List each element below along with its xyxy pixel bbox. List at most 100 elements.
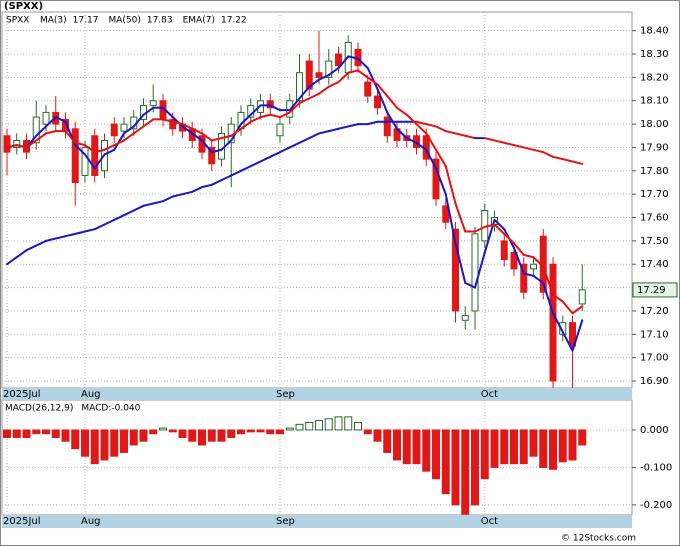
candle-body: [32, 116, 40, 144]
candle-body: [374, 95, 381, 109]
indicator-line: [191, 132, 203, 142]
indicator-line: [259, 155, 272, 163]
indicator-line: [552, 312, 564, 333]
indicator-line: [513, 242, 525, 256]
y-tick-label: 17.70: [640, 189, 669, 200]
indicator-line: [337, 55, 350, 70]
indicator-line: [454, 132, 467, 137]
macd-bar: [549, 429, 557, 470]
candle-body: [71, 128, 79, 183]
candle-body: [335, 53, 342, 67]
indicator-line: [240, 120, 252, 130]
indicator-line: [513, 144, 525, 149]
indicator-line: [425, 132, 437, 151]
candle-body: [471, 233, 479, 312]
x-tick-label: Aug: [81, 389, 101, 400]
indicator-line: [93, 153, 106, 170]
candle-body: [461, 315, 469, 321]
indicator-line: [386, 95, 398, 109]
candle-body: [91, 135, 99, 176]
indicator-line: [45, 237, 57, 242]
macd-bar: [402, 429, 411, 465]
x-axis-band: [2, 515, 632, 528]
indicator-line: [288, 102, 301, 114]
indicator-line: [210, 137, 223, 142]
macd-bar: [363, 429, 372, 435]
macd-bar: [490, 429, 499, 468]
x-tick-label: 2025Jul: [3, 389, 41, 400]
indicator-line: [483, 137, 496, 142]
macd-bar: [500, 429, 509, 465]
macd-bar: [217, 429, 226, 442]
indicator-line: [240, 165, 252, 172]
indicator-line: [493, 218, 506, 231]
indicator-line: [259, 113, 272, 119]
candle-body: [325, 60, 333, 78]
indicator-line: [532, 148, 545, 154]
indicator-line: [113, 139, 125, 147]
macd-bar: [558, 429, 567, 463]
indicator-line: [249, 160, 262, 168]
indicator-line: [230, 169, 242, 177]
macd-bar: [412, 429, 421, 465]
indicator-line: [415, 123, 428, 135]
indicator-line: [298, 97, 311, 105]
indicator-line: [288, 97, 301, 112]
chart-title: (SPXX): [4, 1, 43, 12]
macd-bar: [276, 429, 284, 435]
last-price-box: [632, 282, 678, 298]
candle-body: [569, 322, 576, 347]
legend-name: EMA(7): [183, 16, 215, 26]
indicator-line: [444, 130, 457, 135]
indicator-line: [220, 134, 233, 140]
candle-body: [549, 263, 557, 382]
candle-body: [276, 123, 284, 137]
macd-bar: [471, 429, 479, 506]
indicator-line: [522, 146, 535, 151]
indicator-line: [181, 125, 194, 135]
indicator-line: [308, 92, 320, 100]
indicator-line: [366, 67, 379, 91]
macd-bar: [578, 429, 587, 446]
indicator-line: [35, 132, 47, 142]
indicator-line: [522, 272, 535, 277]
macd-bar: [510, 429, 518, 465]
indicator-line: [269, 104, 281, 112]
price-panel: [1, 11, 633, 389]
indicator-line: [552, 155, 564, 161]
macd-bar: [198, 429, 206, 446]
macd-bar: [344, 416, 353, 431]
indicator-line: [318, 130, 330, 135]
y-tick-label: 18.40: [640, 26, 669, 37]
legend-name: MACD(26,12,9): [5, 404, 73, 414]
y-tick-label: -0.100: [640, 462, 672, 473]
indicator-line: [45, 130, 57, 135]
macd-bar: [246, 429, 255, 433]
indicator-line: [230, 127, 242, 137]
macd-bar: [32, 429, 41, 435]
macd-bar: [81, 429, 89, 457]
legend-value: MACD:-0.040: [81, 404, 140, 414]
candle-body: [500, 240, 508, 261]
indicator-line: [191, 186, 203, 193]
indicator-line: [25, 139, 38, 149]
watermark: © 12Stocks.com: [561, 534, 636, 544]
macd-bar: [373, 429, 382, 442]
macd-bar: [188, 429, 197, 442]
indicator-line: [532, 256, 545, 268]
indicator-line: [152, 200, 164, 205]
indicator-line: [84, 153, 96, 170]
candle-body: [452, 228, 459, 312]
indicator-line: [308, 132, 320, 140]
indicator-line: [142, 118, 155, 128]
indicator-line: [74, 144, 86, 156]
candle-body: [208, 146, 216, 165]
macd-bar: [334, 416, 343, 431]
indicator-line: [113, 214, 125, 221]
indicator-line: [132, 113, 145, 128]
candle-body: [266, 100, 274, 109]
macd-bar: [529, 429, 538, 457]
macd-bar: [256, 429, 265, 433]
x-tick-label: 2025Jul: [3, 516, 41, 527]
candle-body: [120, 123, 128, 132]
